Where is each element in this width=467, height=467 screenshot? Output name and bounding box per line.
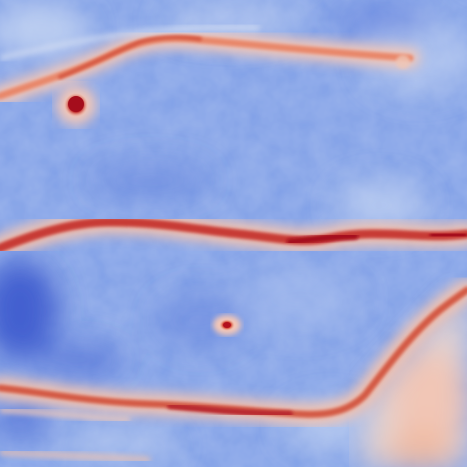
pale-spot-upper-right [396, 55, 410, 69]
upper-curved-vessel [0, 28, 420, 106]
lower-curved-vessel [0, 279, 467, 464]
warm-patch-lower-right [360, 290, 467, 467]
faint-light-band [0, 24, 261, 61]
round-red-spot-upper-left [56, 85, 96, 125]
middle-horizontal-vessel [0, 209, 467, 260]
small-red-spot-center [213, 315, 241, 335]
blue-patches [0, 2, 467, 459]
